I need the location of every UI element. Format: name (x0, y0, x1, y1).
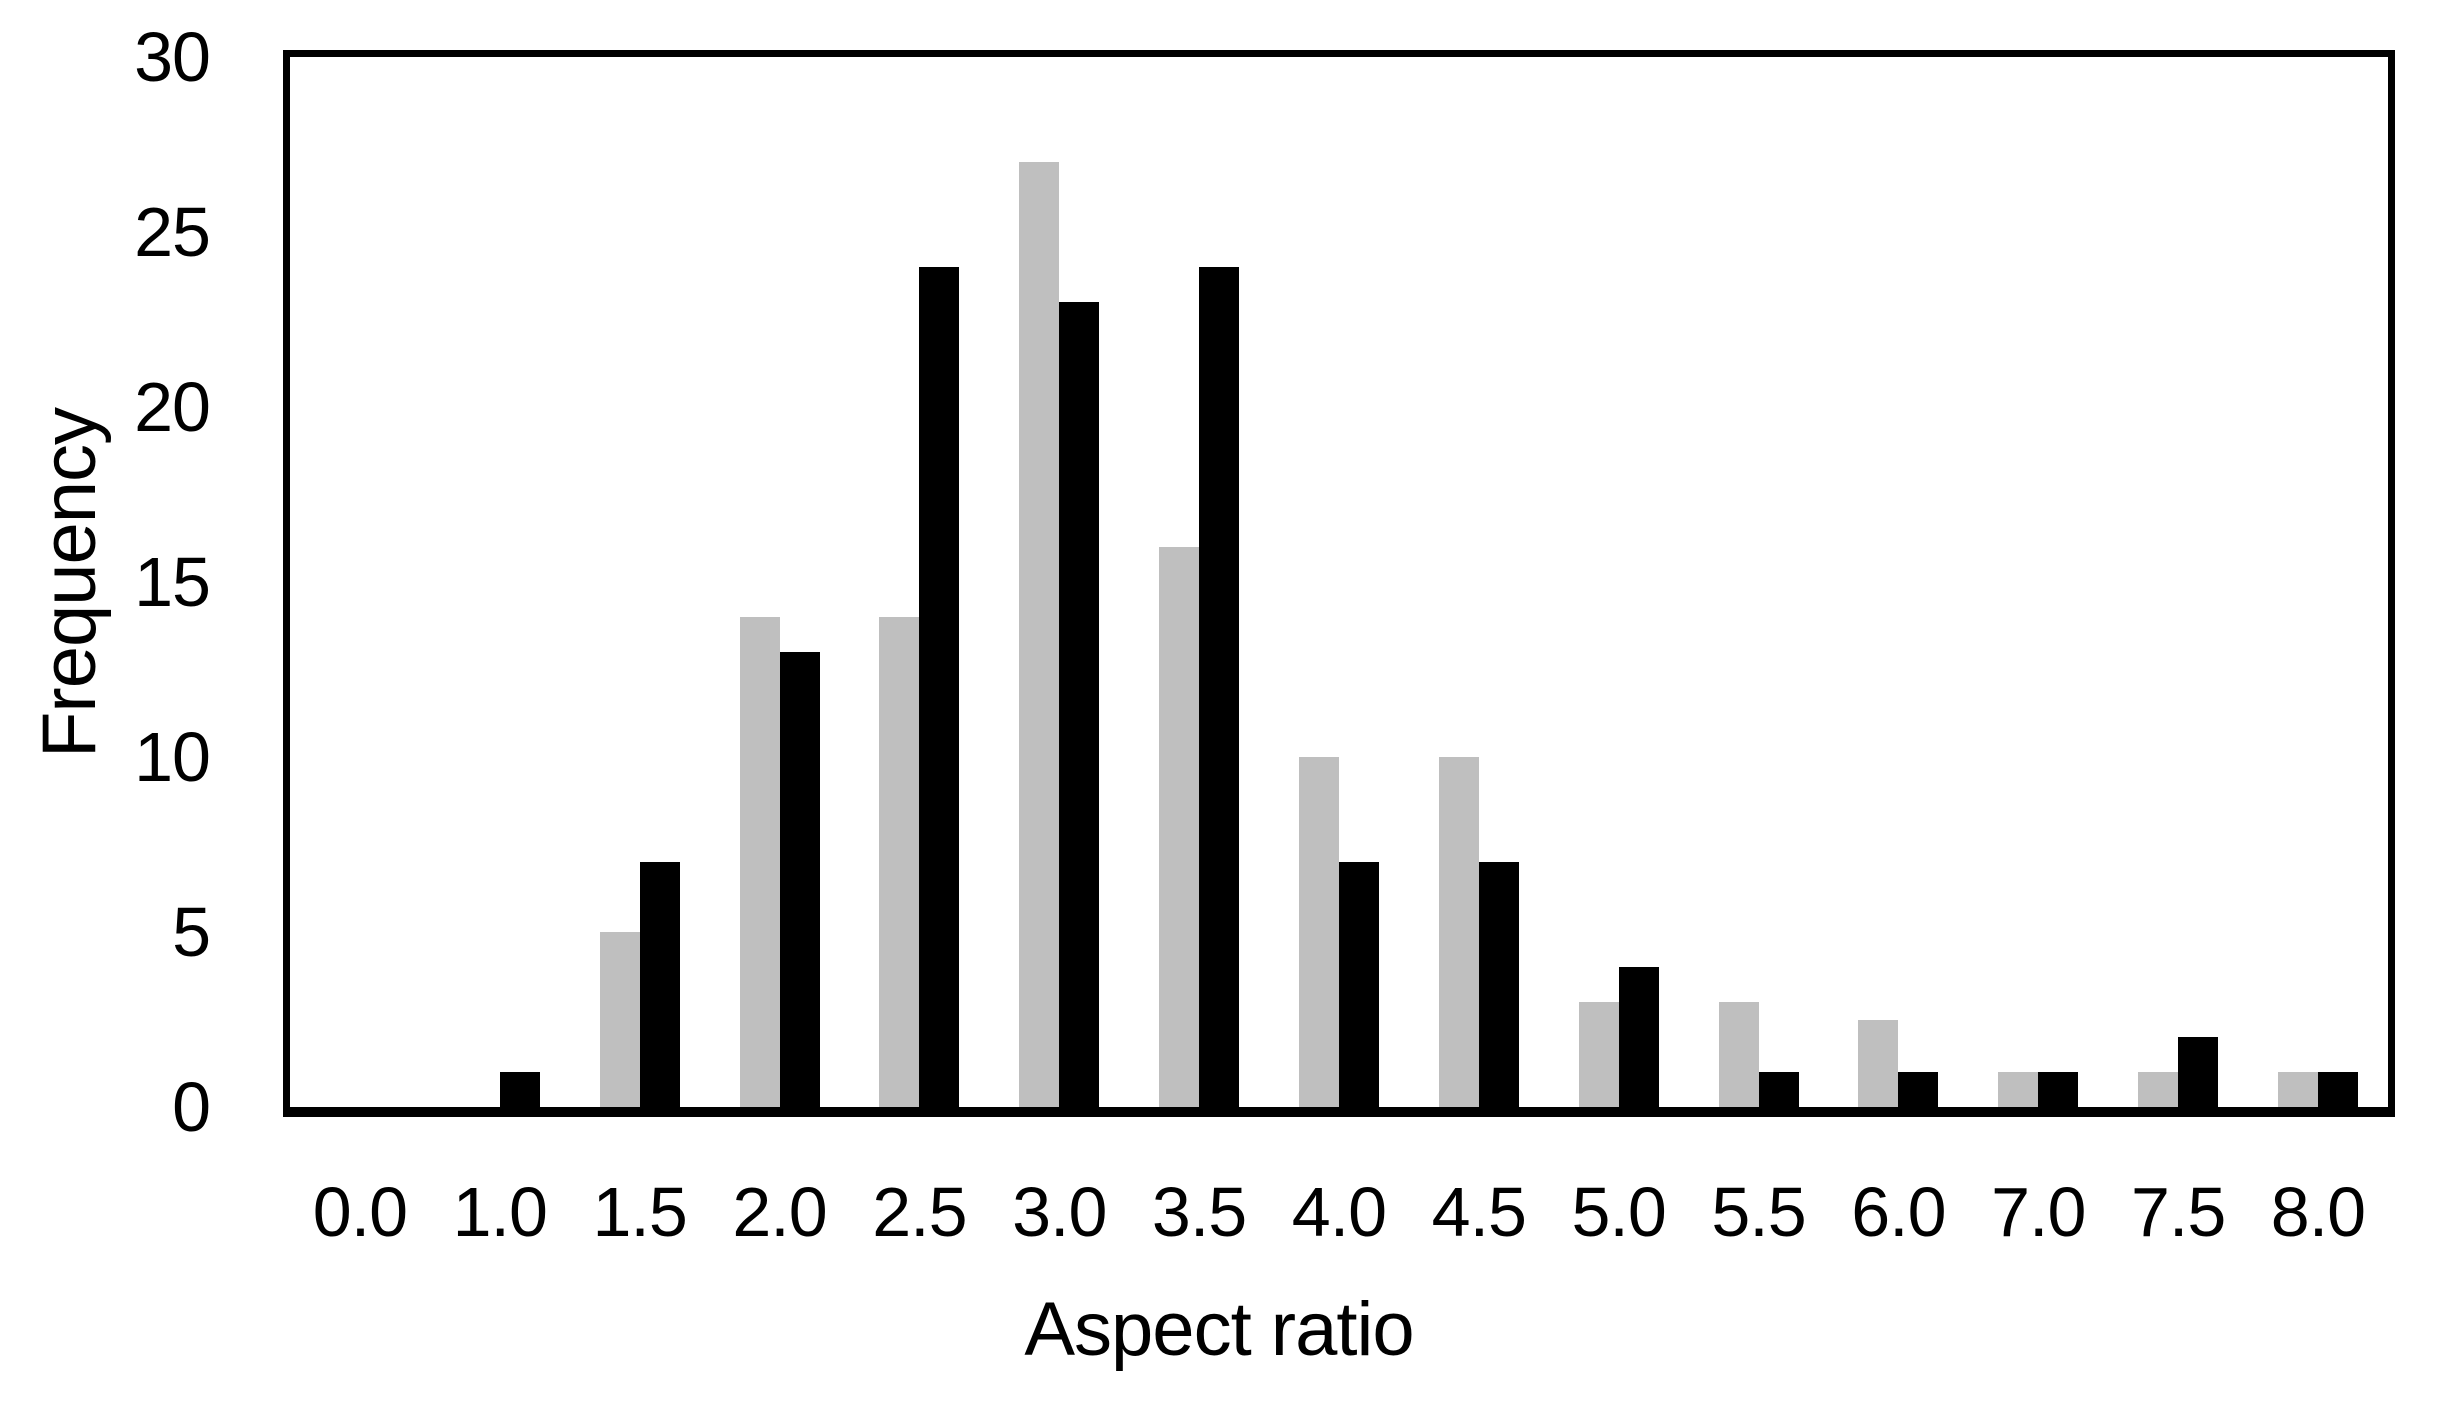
bar-gray-7.0 (1998, 1072, 2039, 1107)
y-tick-20: 20 (134, 368, 211, 446)
bar-black-8.0 (2317, 1072, 2358, 1107)
x-axis-ticks: 0.0 1.0 1.5 2.0 2.5 3.0 3.5 4.0 4.5 5.0 5.5 6.0 7.0 7… (290, 1174, 2388, 1250)
category-group-3.0 (989, 57, 1129, 1107)
x-tick-6.0: 6.0 (1851, 1173, 1946, 1251)
bar-gray-6.0 (1858, 1019, 1899, 1107)
bar-gray-4.0 (1298, 757, 1339, 1107)
x-axis-title: Aspect ratio (1024, 1287, 1414, 1372)
x-tick-7.5: 7.5 (2130, 1173, 2226, 1251)
category-group-2.0 (710, 57, 850, 1107)
y-tick-25: 25 (134, 193, 211, 271)
category-group-0.0 (290, 57, 430, 1107)
bar-black-6.0 (1898, 1072, 1939, 1107)
x-tick-3.0: 3.0 (1012, 1173, 1107, 1251)
category-group-5.5 (1689, 57, 1829, 1107)
x-tick-4.0: 4.0 (1291, 1173, 1387, 1251)
y-tick-5: 5 (172, 893, 211, 971)
bar-black-4.0 (1338, 862, 1379, 1107)
bar-black-7.0 (2038, 1072, 2079, 1107)
x-tick-1.5: 1.5 (592, 1173, 687, 1251)
category-group-6.0 (1828, 57, 1968, 1107)
bar-black-3.0 (1059, 302, 1100, 1107)
y-tick-10: 10 (134, 718, 211, 796)
x-tick-8.0: 8.0 (2270, 1173, 2366, 1251)
bar-black-1.5 (639, 862, 680, 1107)
x-tick-2.5: 2.5 (872, 1173, 967, 1251)
x-tick-2.0: 2.0 (732, 1173, 827, 1251)
bar-black-3.5 (1199, 267, 1240, 1107)
x-tick-3.5: 3.5 (1151, 1173, 1247, 1251)
x-tick-7.0: 7.0 (1991, 1173, 2086, 1251)
category-group-8.0 (2248, 57, 2388, 1107)
category-group-7.5 (2108, 57, 2248, 1107)
category-group-1.0 (430, 57, 570, 1107)
category-group-5.0 (1549, 57, 1689, 1107)
category-group-4.5 (1409, 57, 1549, 1107)
bar-black-2.0 (779, 652, 820, 1107)
bar-black-2.5 (919, 267, 960, 1107)
bar-gray-5.0 (1578, 1002, 1619, 1107)
bar-gray-2.5 (879, 617, 920, 1107)
x-tick-0.0: 0.0 (312, 1173, 408, 1251)
x-tick-5.0: 5.0 (1571, 1173, 1667, 1251)
y-tick-0: 0 (172, 1068, 211, 1146)
bar-gray-1.5 (599, 932, 640, 1107)
y-tick-15: 15 (134, 543, 211, 621)
bar-gray-7.5 (2138, 1072, 2179, 1107)
x-tick-4.5: 4.5 (1431, 1173, 1527, 1251)
bar-black-5.0 (1618, 967, 1659, 1107)
bar-black-5.5 (1758, 1072, 1799, 1107)
x-tick-5.5: 5.5 (1711, 1173, 1806, 1251)
category-group-3.5 (1129, 57, 1269, 1107)
bar-gray-5.5 (1718, 1002, 1759, 1107)
bar-gray-3.0 (1019, 162, 1060, 1107)
plot-area (283, 50, 2395, 1117)
y-tick-30: 30 (134, 18, 211, 96)
category-group-1.5 (570, 57, 710, 1107)
bar-black-7.5 (2178, 1037, 2219, 1107)
bar-gray-2.0 (739, 617, 780, 1107)
category-group-4.0 (1269, 57, 1409, 1107)
bar-gray-8.0 (2277, 1072, 2318, 1107)
bar-gray-3.5 (1159, 547, 1200, 1107)
bar-black-1.0 (499, 1072, 540, 1107)
category-group-2.5 (849, 57, 989, 1107)
x-tick-1.0: 1.0 (452, 1173, 548, 1251)
bar-gray-4.5 (1438, 757, 1479, 1107)
bar-black-4.5 (1478, 862, 1519, 1107)
bars-row (290, 57, 2388, 1107)
category-group-7.0 (1968, 57, 2108, 1107)
